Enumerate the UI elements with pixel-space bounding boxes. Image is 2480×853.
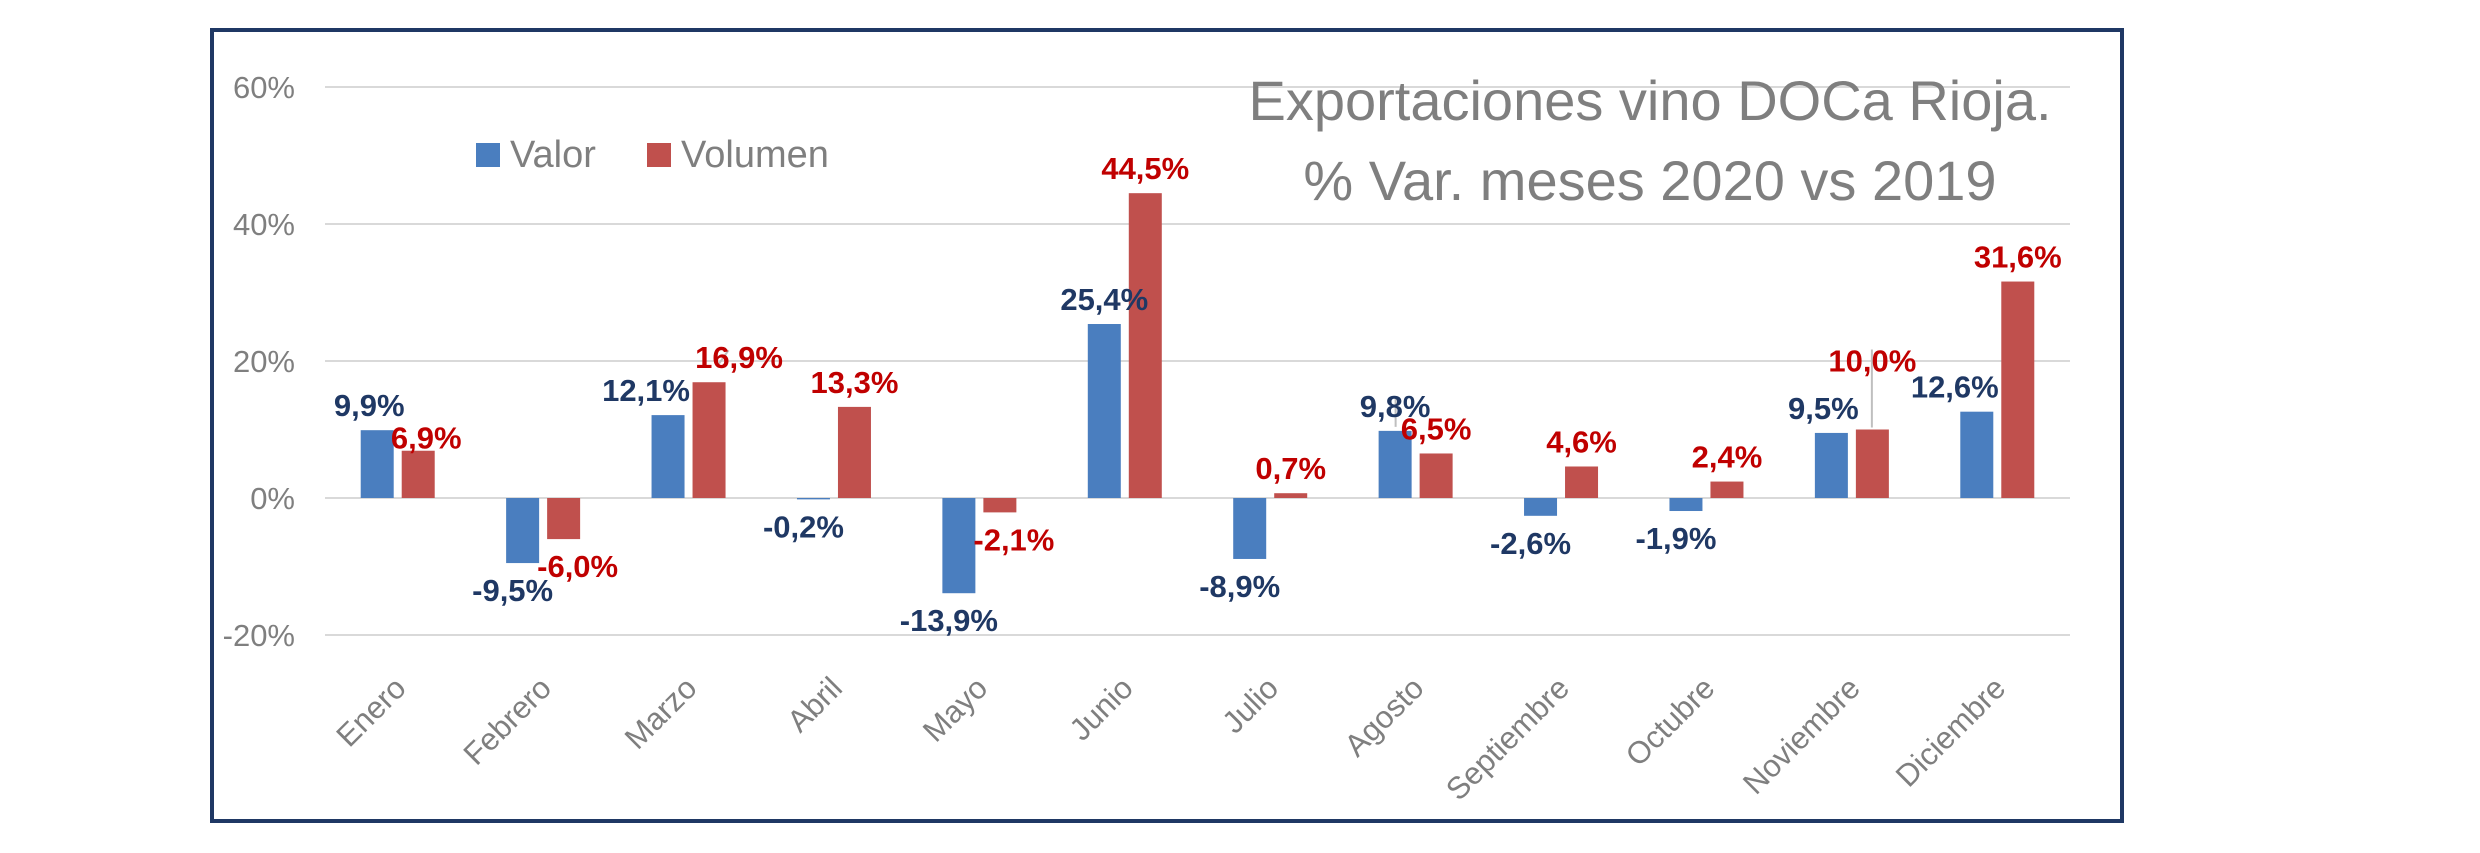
data-label-valor-abril: -0,2% bbox=[763, 509, 844, 544]
data-label-volumen-junio: 44,5% bbox=[1101, 151, 1189, 186]
category-label-febrero: Febrero bbox=[457, 670, 559, 772]
data-label-valor-julio: -8,9% bbox=[1199, 569, 1280, 604]
data-label-volumen-enero: 6,9% bbox=[391, 421, 462, 456]
y-axis-ticks: -20% 0% 20% 40% 60% bbox=[223, 70, 295, 653]
legend-label-valor: Valor bbox=[510, 134, 596, 176]
legend-swatch-valor bbox=[476, 143, 500, 167]
legend-swatch-volumen bbox=[647, 143, 671, 167]
data-label-volumen-septiembre: 4,6% bbox=[1546, 424, 1617, 459]
data-label-volumen-agosto: 6,5% bbox=[1401, 411, 1472, 446]
data-label-valor-mayo: -13,9% bbox=[900, 603, 998, 638]
category-label-septiembre: Septiembre bbox=[1439, 670, 1576, 807]
y-tick-label: 40% bbox=[233, 207, 295, 242]
data-label-volumen-octubre: 2,4% bbox=[1692, 440, 1763, 475]
category-label-agosto: Agosto bbox=[1338, 670, 1431, 763]
data-label-volumen-mayo: -2,1% bbox=[973, 522, 1054, 557]
category-label-marzo: Marzo bbox=[618, 670, 704, 756]
legend: Valor Volumen bbox=[476, 134, 829, 176]
bar-volumen-octubre bbox=[1710, 481, 1744, 498]
category-label-junio: Junio bbox=[1063, 670, 1140, 747]
bar-volumen-septiembre bbox=[1565, 466, 1599, 498]
y-tick-label: 20% bbox=[233, 344, 295, 379]
legend-label-volumen: Volumen bbox=[681, 134, 829, 176]
bar-valor-octubre bbox=[1669, 498, 1703, 512]
gridlines bbox=[325, 86, 2070, 636]
bar-valor-junio bbox=[1087, 324, 1121, 498]
bars bbox=[360, 193, 2035, 594]
data-label-valor-noviembre: 9,5% bbox=[1788, 391, 1859, 426]
data-label-valor-enero: 9,9% bbox=[334, 388, 405, 423]
data-label-volumen-abril: 13,3% bbox=[811, 365, 899, 400]
category-label-abril: Abril bbox=[780, 670, 849, 739]
data-label-volumen-marzo: 16,9% bbox=[695, 340, 783, 375]
chart-title-line2: % Var. meses 2020 vs 2019 bbox=[1303, 149, 1996, 212]
data-label-volumen-noviembre: 10,0% bbox=[1828, 344, 1916, 379]
bar-valor-mayo bbox=[942, 498, 976, 594]
bar-valor-diciembre bbox=[1960, 411, 1994, 498]
data-label-valor-marzo: 12,1% bbox=[602, 373, 690, 408]
leader-lines bbox=[717, 349, 1873, 428]
category-label-noviembre: Noviembre bbox=[1736, 670, 1867, 801]
data-labels: 9,9%6,9% -9,5%-6,0% 12,1%16,9% -0,2% 13,3% -1… bbox=[334, 151, 2062, 638]
category-label-mayo: Mayo bbox=[916, 670, 994, 748]
bar-valor-enero bbox=[360, 430, 394, 498]
bar-valor-febrero bbox=[506, 498, 540, 564]
bar-volumen-noviembre bbox=[1855, 429, 1889, 498]
bar-volumen-abril bbox=[837, 406, 871, 498]
bar-valor-noviembre bbox=[1814, 432, 1848, 498]
bar-volumen-diciembre bbox=[2001, 281, 2035, 498]
bar-volumen-junio bbox=[1128, 193, 1162, 499]
bar-valor-septiembre bbox=[1524, 498, 1558, 516]
bar-valor-agosto bbox=[1378, 430, 1412, 498]
y-tick-label: 0% bbox=[250, 481, 295, 516]
data-label-volumen-febrero: -6,0% bbox=[537, 549, 618, 584]
bar-volumen-mayo bbox=[983, 498, 1017, 513]
leader-line bbox=[717, 349, 730, 365]
data-label-volumen-diciembre: 31,6% bbox=[1974, 240, 2062, 275]
category-label-octubre: Octubre bbox=[1619, 670, 1722, 773]
category-label-enero: Enero bbox=[329, 670, 412, 753]
data-label-valor-junio: 25,4% bbox=[1060, 282, 1148, 317]
bar-volumen-marzo bbox=[692, 382, 726, 498]
data-label-volumen-julio: 0,7% bbox=[1255, 451, 1326, 486]
bar-valor-julio bbox=[1233, 498, 1267, 559]
category-label-julio: Julio bbox=[1215, 670, 1285, 740]
category-label-diciembre: Diciembre bbox=[1889, 670, 2012, 793]
y-tick-label: 60% bbox=[233, 70, 295, 105]
bar-volumen-julio bbox=[1274, 493, 1308, 498]
data-label-valor-febrero: -9,5% bbox=[472, 573, 553, 608]
bar-valor-marzo bbox=[651, 415, 685, 498]
bar-volumen-enero bbox=[401, 450, 435, 498]
category-labels: Enero Febrero Marzo Abril Mayo Junio Julio Agos… bbox=[329, 670, 2012, 807]
bar-volumen-febrero bbox=[547, 498, 581, 540]
data-label-valor-septiembre: -2,6% bbox=[1490, 526, 1571, 561]
y-tick-label: -20% bbox=[223, 618, 295, 653]
data-label-valor-octubre: -1,9% bbox=[1635, 521, 1716, 556]
data-label-valor-agosto: 9,8% bbox=[1360, 389, 1431, 424]
chart-title-line1: Exportaciones vino DOCa Rioja. bbox=[1248, 69, 2051, 132]
bar-volumen-agosto bbox=[1419, 453, 1453, 498]
chart-frame bbox=[210, 28, 2124, 823]
bar-valor-abril bbox=[796, 498, 830, 500]
data-label-valor-diciembre: 12,6% bbox=[1911, 370, 1999, 405]
